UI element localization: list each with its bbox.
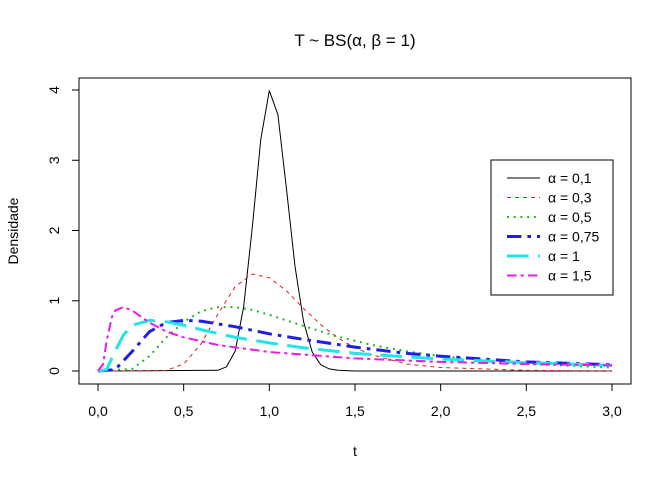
- y-tick-label: 4: [46, 86, 62, 94]
- legend-box: [490, 159, 614, 296]
- legend-label-3: α = 0,5: [548, 209, 592, 225]
- y-axis: 0 1 2 3 4: [46, 86, 80, 375]
- y-tick-label: 1: [46, 297, 62, 305]
- series-line-2: [98, 273, 613, 372]
- series-layer: [97, 90, 613, 373]
- x-tick-label: 1,5: [345, 403, 365, 419]
- legend: α = 0,1 α = 0,3 α = 0,5 α = 0,75 α = 1 α = 1,…: [490, 159, 614, 296]
- series-line-3: [97, 306, 613, 372]
- x-axis-label: t: [353, 443, 357, 459]
- series-line-5: [97, 318, 613, 373]
- legend-label-2: α = 0,3: [548, 190, 592, 206]
- series-line-1: [97, 90, 612, 372]
- x-tick-label: 3,0: [602, 403, 622, 419]
- series-line-6: [97, 306, 613, 372]
- chart-title: T ~ BS(α, β = 1): [294, 31, 415, 50]
- y-tick-label: 0: [46, 367, 62, 375]
- x-tick-label: 2,0: [431, 403, 451, 419]
- legend-label-1: α = 0,1: [548, 170, 592, 186]
- x-tick-label: 0,5: [174, 403, 194, 419]
- x-tick-label: 1,0: [260, 403, 280, 419]
- legend-label-6: α = 1,5: [548, 268, 592, 284]
- y-tick-label: 2: [46, 226, 62, 234]
- y-tick-label: 3: [46, 156, 62, 164]
- x-tick-label: 0,0: [88, 403, 108, 419]
- y-axis-label: Densidade: [5, 197, 21, 264]
- x-axis: 0,0 0,5 1,0 1,5 2,0 2,5 3,0: [88, 383, 622, 419]
- legend-label-5: α = 1: [548, 248, 580, 264]
- x-tick-label: 2,5: [517, 403, 537, 419]
- legend-label-4: α = 0,75: [548, 229, 600, 245]
